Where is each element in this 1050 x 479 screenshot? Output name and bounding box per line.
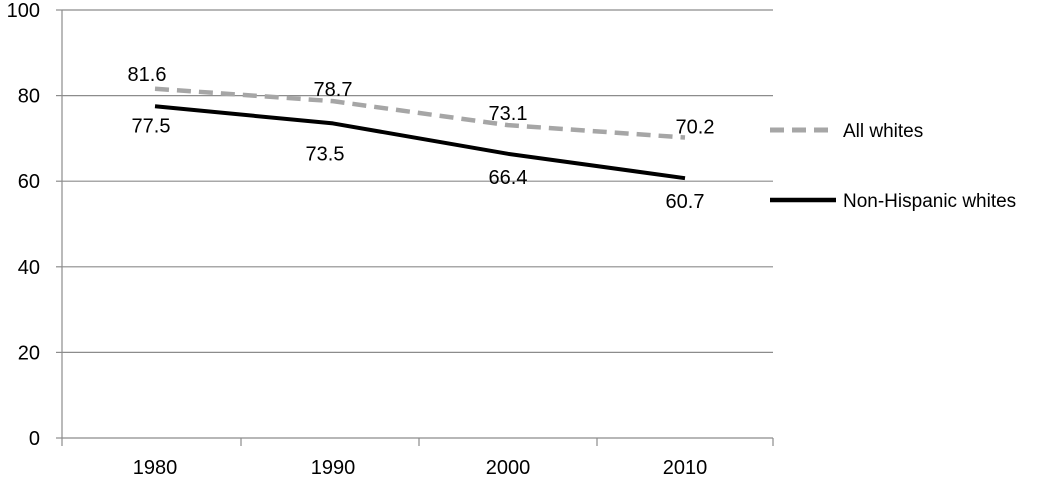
data-label-0-1990: 78.7 xyxy=(314,79,353,101)
data-label-1-1990: 73.5 xyxy=(306,143,345,165)
data-label-0-2010: 70.2 xyxy=(676,117,715,139)
legend-label-0: All whites xyxy=(843,121,923,142)
series-lines xyxy=(154,86,686,181)
series-line-non-hispanic-whites xyxy=(154,104,686,181)
data-label-1-2000: 66.4 xyxy=(489,167,528,189)
y-tick-label-80: 80 xyxy=(18,86,40,108)
y-tick-label-0: 0 xyxy=(29,428,40,450)
axes: 0 20 40 60 80 100 1980 1990 2000 2010 xyxy=(7,0,774,479)
x-tick-label-1990: 1990 xyxy=(311,457,356,479)
data-label-0-2000: 73.1 xyxy=(489,103,528,125)
data-label-0-1980: 81.6 xyxy=(128,64,167,86)
x-tick-label-2010: 2010 xyxy=(663,457,708,479)
data-label-1-2010: 60.7 xyxy=(666,191,705,213)
legend: All whites Non-Hispanic whites xyxy=(770,121,1016,212)
gridlines xyxy=(62,9,773,353)
data-labels: 81.6 78.7 73.1 70.2 77.5 73.5 66.4 60.7 xyxy=(128,64,715,213)
y-tick-label-60: 60 xyxy=(18,171,40,193)
y-tick-label-40: 40 xyxy=(18,257,40,279)
data-label-1-1980: 77.5 xyxy=(132,115,171,137)
y-tick-label-100: 100 xyxy=(7,0,40,22)
legend-label-1: Non-Hispanic whites xyxy=(843,191,1016,212)
x-tick-label-2000: 2000 xyxy=(486,457,531,479)
series-line-all-whites xyxy=(154,86,686,140)
y-tick-label-20: 20 xyxy=(18,342,40,364)
x-tick-label-1980: 1980 xyxy=(133,457,178,479)
